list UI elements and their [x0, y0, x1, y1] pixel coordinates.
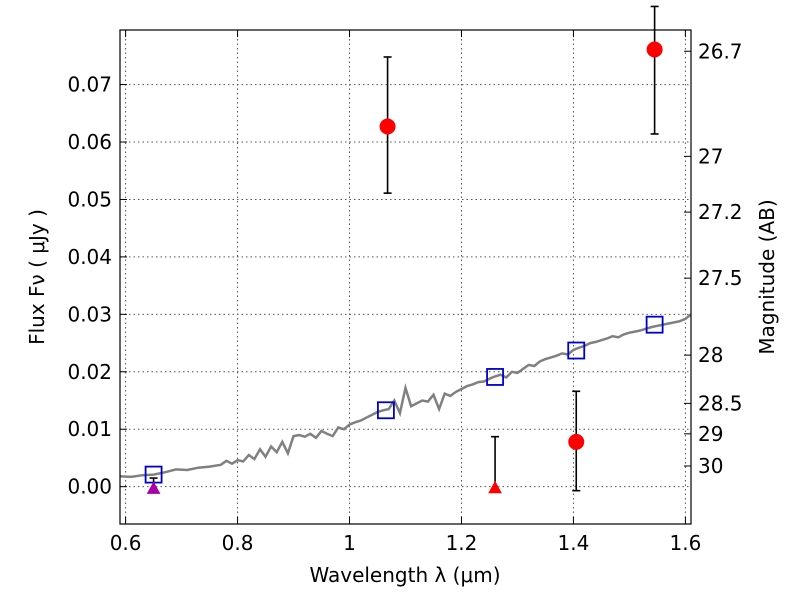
- upper-limit-triangle: [488, 480, 502, 494]
- magnitude-tick-label: 27: [698, 144, 723, 168]
- tick-layer: 0.6 0.8 1 1.2 1.4 1.6 0.00 0.01 0.02 0.03 0.04 0.05…: [67, 30, 743, 555]
- x-tick-label: 1.2: [446, 531, 478, 555]
- y-tick-label: 0.00: [67, 475, 112, 499]
- y-axis-label: Flux Fν ( μJy ): [25, 209, 49, 345]
- plot-frame: [119, 29, 692, 525]
- observed-flux-point: [568, 433, 585, 450]
- y-tick-label: 0.03: [67, 302, 112, 326]
- x-axis-label: Wavelength λ (μm): [309, 563, 500, 587]
- magnitude-tick-label: 27.2: [698, 200, 743, 224]
- y-tick-label: 0.04: [67, 245, 112, 269]
- x-tick-label: 1.6: [669, 531, 701, 555]
- magnitude-tick-label: 30: [698, 454, 723, 478]
- x-tick-label: 0.6: [110, 531, 142, 555]
- grid-layer: [120, 30, 691, 524]
- observed-flux-point: [646, 41, 663, 58]
- magnitude-tick-label: 27.5: [698, 266, 743, 290]
- magnitude-tick-label: 29: [698, 422, 723, 446]
- upper-limit-triangle: [146, 481, 161, 494]
- x-tick-label: 1: [343, 531, 356, 555]
- x-tick-label: 1.4: [558, 531, 590, 555]
- x-tick-label: 0.8: [222, 531, 254, 555]
- model-photometry-square: [645, 315, 664, 334]
- magnitude-axis-label: Magnitude (AB): [755, 199, 779, 354]
- observed-flux-point: [379, 118, 396, 135]
- magnitude-tick-label: 26.7: [698, 39, 743, 63]
- model-sed-line: [119, 313, 692, 479]
- magnitude-tick-label: 28.5: [698, 391, 743, 415]
- y-tick-label: 0.07: [67, 73, 112, 97]
- y-tick-label: 0.01: [67, 417, 112, 441]
- data-layer: [119, 5, 692, 494]
- model-photometry-square: [486, 368, 504, 386]
- y-tick-label: 0.02: [67, 360, 112, 384]
- model-photometry-square: [377, 401, 395, 420]
- magnitude-tick-label: 28: [698, 343, 723, 367]
- model-photometry-square: [567, 341, 586, 360]
- y-tick-label: 0.05: [67, 187, 112, 211]
- y-tick-label: 0.06: [67, 130, 112, 154]
